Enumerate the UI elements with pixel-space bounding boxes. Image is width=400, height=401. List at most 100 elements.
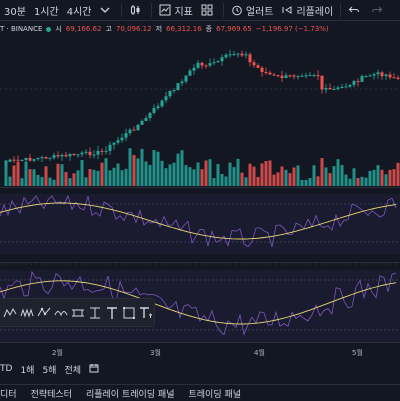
interval-4h[interactable]: 4시간: [66, 6, 92, 18]
candle: [156, 106, 160, 109]
candle: [312, 75, 316, 77]
symbol-name[interactable]: T · BINANCE: [0, 25, 43, 33]
volume-bar: [144, 161, 148, 186]
low-value: 66,312.16: [166, 25, 202, 33]
volume-bar: [92, 169, 96, 186]
volume-bar: [204, 160, 208, 186]
candle: [24, 157, 28, 161]
elliott-tool-icon[interactable]: [36, 305, 51, 321]
candle: [88, 151, 92, 155]
alert-button[interactable]: 얼러트: [227, 0, 278, 20]
volume-bar: [180, 150, 184, 186]
tab-pine-editor[interactable]: 디터: [0, 389, 17, 400]
indicators-label: 지표: [174, 6, 193, 18]
candle: [132, 129, 136, 131]
candle: [192, 67, 196, 71]
open-label: 시: [55, 25, 62, 33]
volume-bar: [104, 158, 108, 186]
interval-1h[interactable]: 1시간: [33, 6, 59, 18]
close-label: 종: [205, 25, 213, 33]
volume-bar: [88, 169, 92, 186]
volume-bar: [380, 169, 384, 186]
replay-icon: [282, 6, 292, 14]
volume-bar: [352, 168, 356, 186]
replay-button[interactable]: 리플레이: [277, 0, 337, 20]
pane-divider[interactable]: [0, 342, 400, 343]
candle: [32, 159, 36, 161]
undo-button[interactable]: [344, 0, 367, 20]
candle: [112, 142, 116, 145]
candle: [396, 77, 400, 79]
text-note-icon[interactable]: [139, 305, 154, 321]
candle: [344, 86, 348, 88]
candle: [20, 160, 24, 162]
open-value: 69,166.62: [65, 25, 102, 33]
volume-bar: [248, 163, 252, 186]
candle: [116, 140, 120, 143]
candle: [52, 155, 56, 158]
chevron-down-icon: [101, 7, 110, 13]
candle: [152, 108, 156, 113]
volume-bar: [288, 173, 292, 186]
candle: [280, 75, 284, 78]
time-axis[interactable]: 2월 3월 4월 5월: [0, 346, 400, 358]
volume-bar: [16, 161, 20, 186]
volume-bar: [124, 168, 128, 186]
range-all[interactable]: 전체: [64, 365, 82, 376]
pattern-tool-icon[interactable]: [2, 305, 17, 321]
toolbar-divider: [151, 3, 153, 17]
interval-30m[interactable]: 30분: [4, 6, 26, 18]
candle: [188, 70, 192, 76]
indicators-button[interactable]: 지표: [155, 0, 196, 20]
candle: [108, 144, 112, 151]
indicators-icon: [159, 4, 171, 16]
xaxis-label: 2월: [52, 349, 63, 357]
pane-divider[interactable]: [0, 187, 400, 188]
alarm-clock-icon: [232, 5, 242, 16]
range-selector: TD 1해 5해 전체: [0, 362, 400, 376]
pane-divider[interactable]: [0, 262, 400, 263]
candle: [140, 120, 144, 125]
tab-trading-panel[interactable]: 트레이딩 패널: [188, 389, 242, 400]
range-ytd[interactable]: TD: [0, 364, 13, 374]
tab-replay-trading-panel[interactable]: 리플레이 트레이딩 패널: [85, 389, 175, 400]
volume-bar: [80, 160, 84, 186]
oscillator-1-line: [0, 194, 397, 248]
candle: [320, 75, 324, 90]
candle-type-button[interactable]: [125, 0, 148, 20]
volume-bar: [96, 170, 100, 186]
candle: [172, 90, 176, 92]
range-calendar-icon[interactable]: [89, 363, 99, 376]
date-range-icon[interactable]: [70, 305, 85, 321]
volume-bar: [40, 176, 44, 186]
volume-bar: [160, 160, 164, 186]
candle: [76, 154, 80, 156]
volume-bar: [356, 178, 360, 186]
candle: [196, 62, 200, 68]
volume-bar: [72, 173, 76, 186]
candle: [36, 158, 40, 160]
candle: [352, 80, 356, 85]
volume-bar: [316, 176, 320, 186]
candle: [72, 153, 76, 156]
redo-button[interactable]: [367, 0, 390, 20]
volume-bar: [396, 162, 400, 186]
price-chart[interactable]: [0, 34, 400, 346]
interval-dropdown[interactable]: [95, 0, 118, 20]
candle: [8, 159, 12, 162]
wave-tool-icon[interactable]: [19, 305, 34, 321]
volume-bar: [304, 179, 308, 186]
volume-bar: [116, 163, 120, 186]
layout-button[interactable]: [197, 0, 220, 20]
price-range-icon[interactable]: [88, 305, 103, 321]
text-tool-icon[interactable]: [105, 305, 120, 321]
range-1y[interactable]: 1해: [20, 365, 35, 376]
cycle-tool-icon[interactable]: [53, 305, 68, 321]
volume-bar: [44, 166, 48, 186]
candle: [360, 76, 364, 82]
high-label: 고: [105, 25, 112, 33]
rectangle-tool-icon[interactable]: [122, 305, 137, 321]
tab-strategy-tester[interactable]: 전략테스터: [30, 389, 72, 400]
volume-bar: [384, 174, 388, 186]
range-5y[interactable]: 5해: [42, 365, 57, 376]
